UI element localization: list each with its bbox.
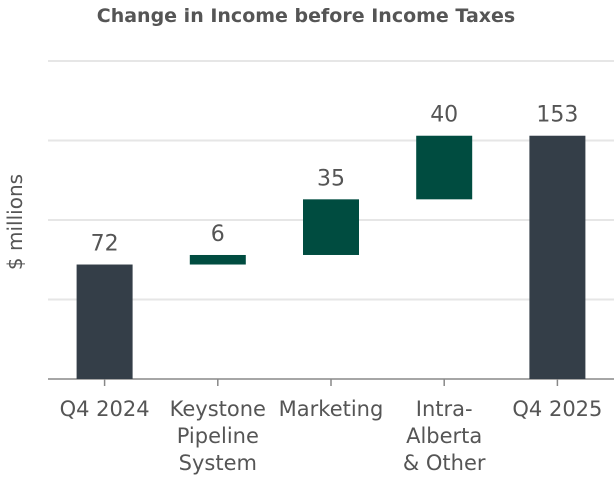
bar <box>76 264 133 379</box>
x-tick-label: Marketing <box>279 397 384 421</box>
x-tick-label: Alberta <box>406 424 482 448</box>
x-tick-label: Pipeline <box>177 424 259 448</box>
chart-title: Change in Income before Income Taxes <box>97 5 515 27</box>
bar <box>416 135 473 200</box>
bar <box>303 199 359 255</box>
bar <box>529 135 586 379</box>
x-tick-label: Intra- <box>416 397 473 421</box>
x-tick-label: Q4 2024 <box>60 397 150 421</box>
y-axis-label: $ millions <box>3 174 27 270</box>
data-label: 40 <box>430 103 458 128</box>
x-tick-label: Keystone <box>170 397 266 421</box>
x-tick-label: Q4 2025 <box>512 397 602 421</box>
data-label: 35 <box>317 166 345 191</box>
x-tick-label: System <box>179 451 257 475</box>
data-label: 6 <box>211 222 225 247</box>
x-tick-label: & Other <box>403 451 486 475</box>
data-label: 72 <box>91 232 119 257</box>
bar <box>189 254 246 265</box>
data-label: 153 <box>536 103 578 128</box>
